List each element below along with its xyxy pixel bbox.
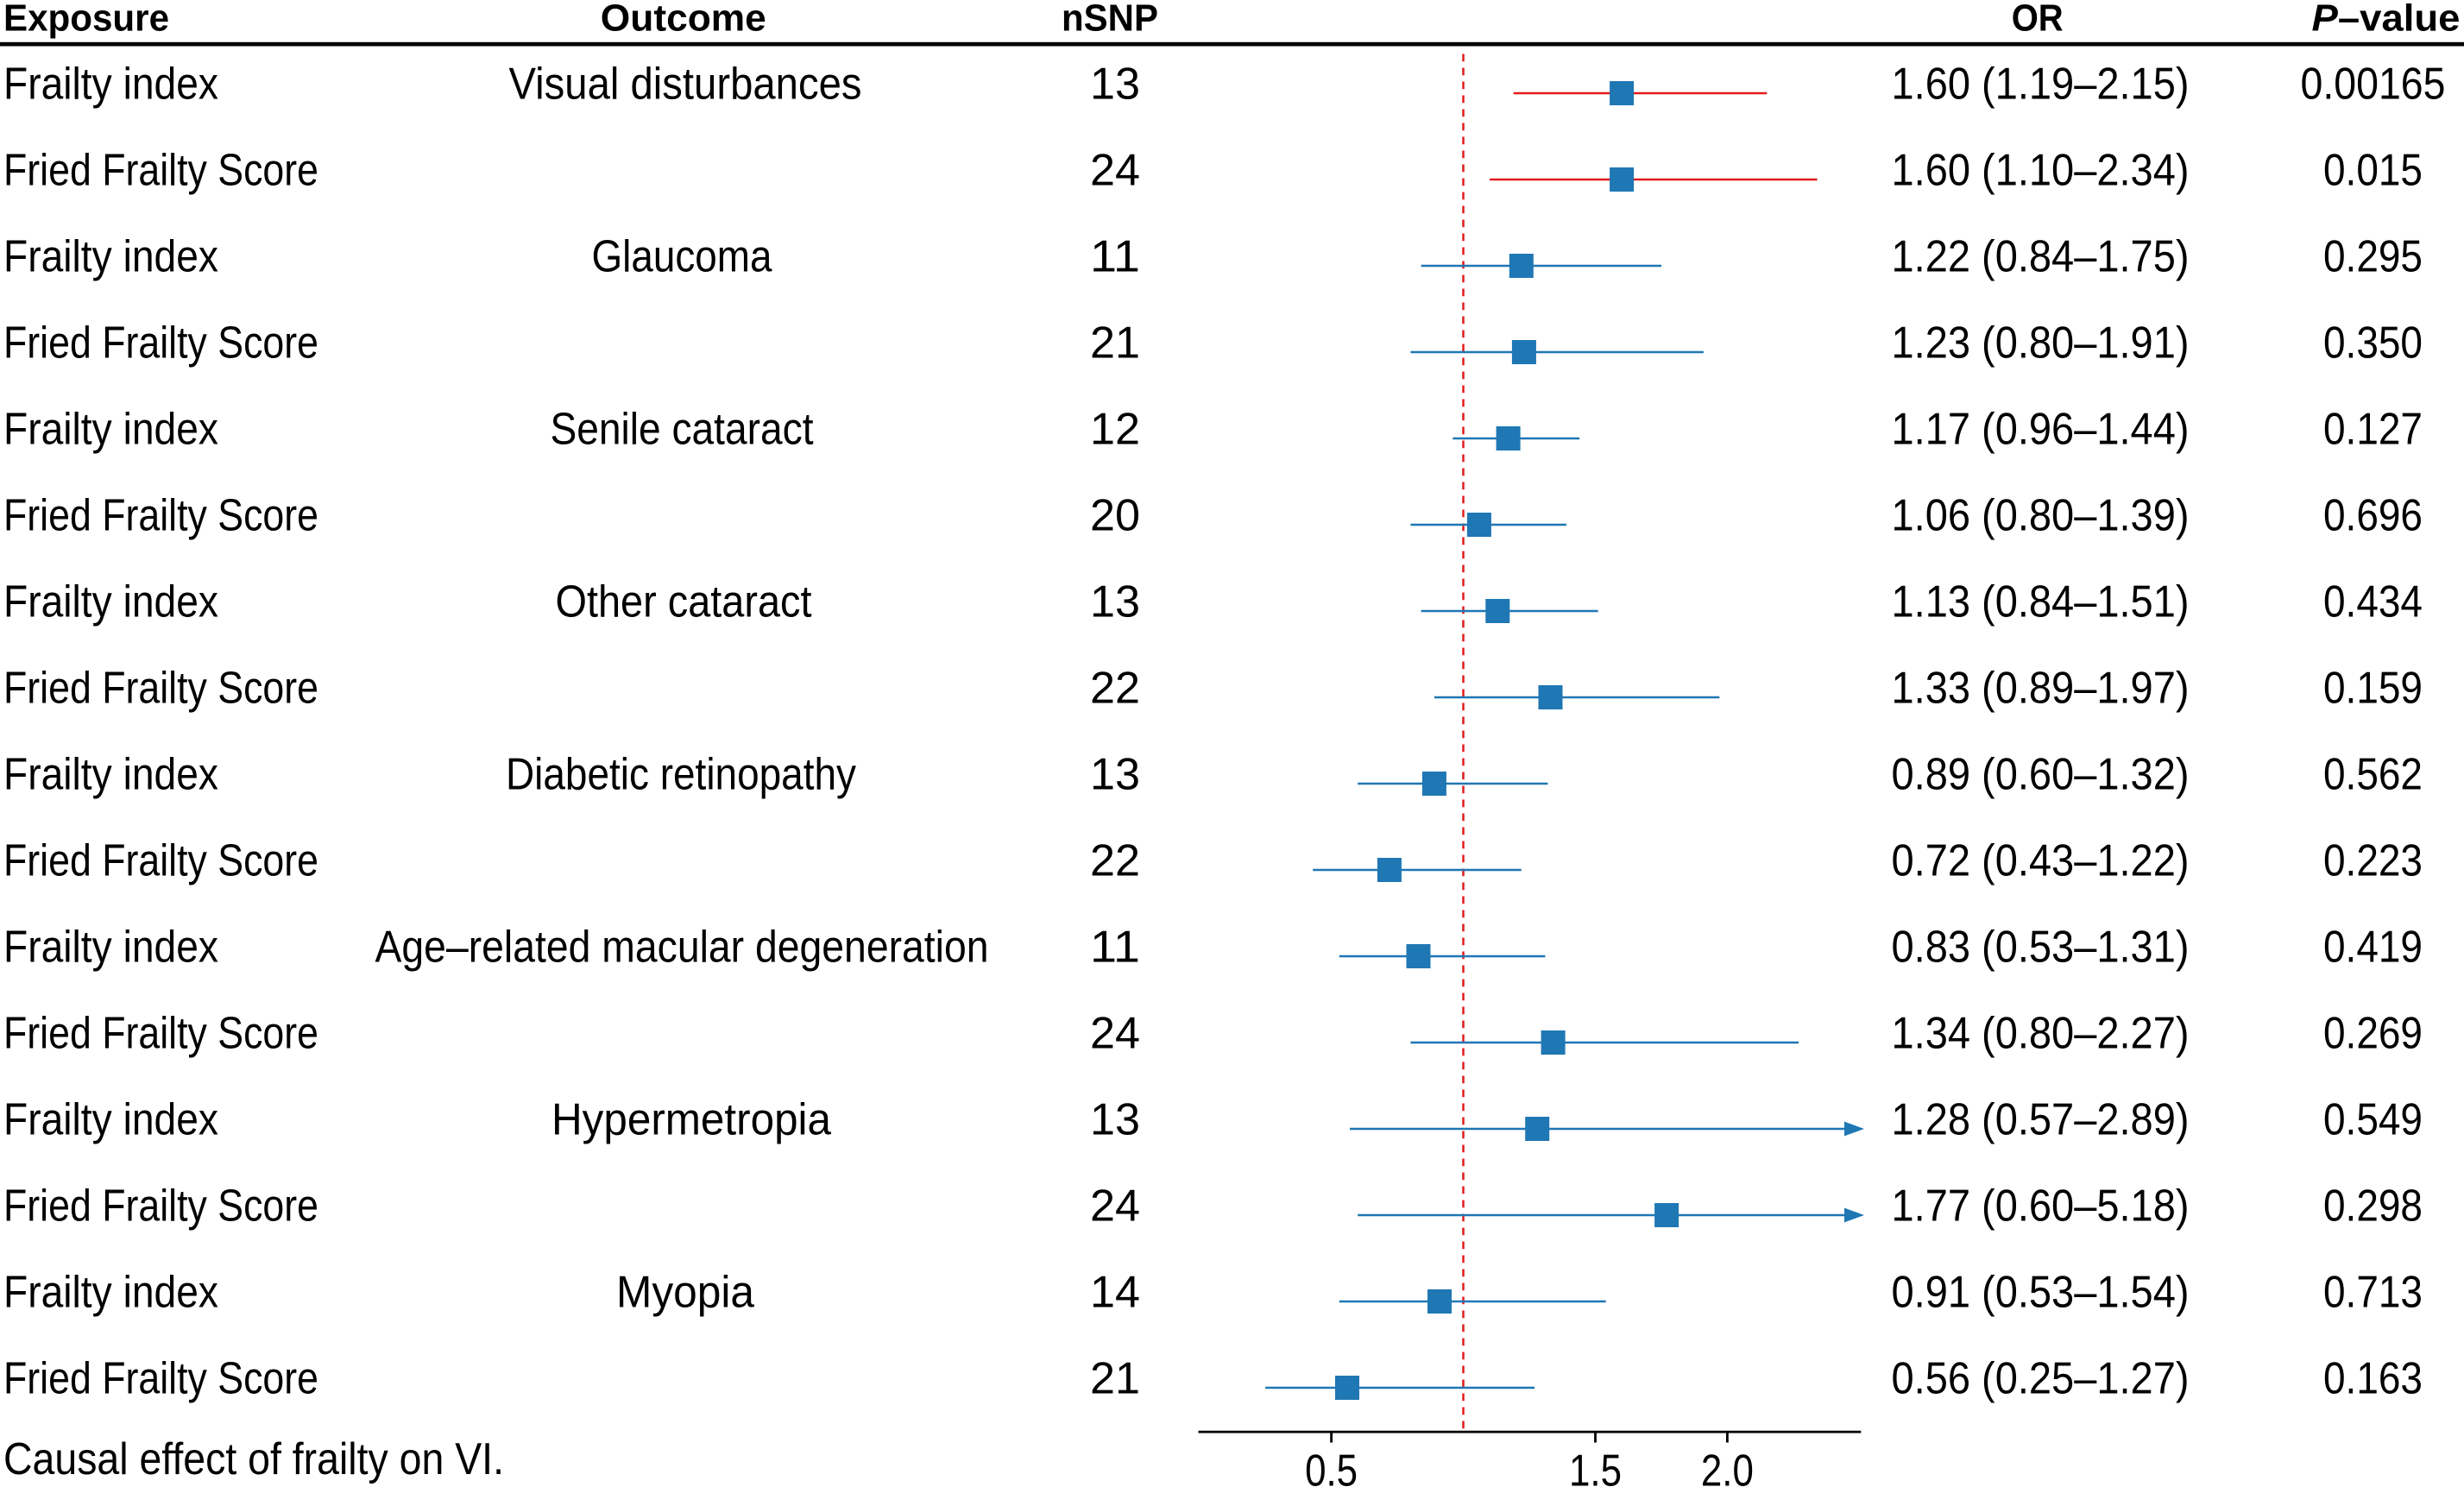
svg-text:Fried Frailty Score: Fried Frailty Score: [3, 318, 318, 369]
svg-text:11: 11: [1090, 232, 1140, 282]
svg-text:Outcome: Outcome: [601, 0, 766, 40]
svg-text:1.77 (0.60–5.18): 1.77 (0.60–5.18): [1892, 1181, 2190, 1232]
svg-text:22: 22: [1090, 836, 1140, 886]
svg-text:Frailty index: Frailty index: [3, 232, 218, 282]
svg-text:1.06 (0.80–1.39): 1.06 (0.80–1.39): [1892, 491, 2190, 541]
svg-text:0.549: 0.549: [2323, 1095, 2423, 1145]
svg-text:0.89 (0.60–1.32): 0.89 (0.60–1.32): [1892, 750, 2190, 800]
svg-text:14: 14: [1090, 1268, 1140, 1318]
svg-text:13: 13: [1090, 750, 1140, 800]
svg-text:12: 12: [1090, 405, 1140, 455]
svg-text:Frailty index: Frailty index: [3, 1268, 218, 1318]
svg-text:Fried Frailty Score: Fried Frailty Score: [3, 146, 318, 196]
svg-text:0.696: 0.696: [2323, 491, 2423, 541]
svg-text:0.015: 0.015: [2323, 146, 2423, 196]
svg-text:Fried Frailty Score: Fried Frailty Score: [3, 836, 318, 886]
svg-text:0.00165: 0.00165: [2301, 60, 2446, 110]
svg-text:0.713: 0.713: [2323, 1268, 2423, 1318]
svg-text:Frailty index: Frailty index: [3, 405, 218, 455]
svg-text:Fried Frailty Score: Fried Frailty Score: [3, 1009, 318, 1059]
svg-text:0.91 (0.53–1.54): 0.91 (0.53–1.54): [1892, 1268, 2190, 1318]
svg-text:11: 11: [1090, 923, 1140, 973]
svg-text:Other cataract: Other cataract: [556, 577, 812, 627]
svg-text:Myopia: Myopia: [616, 1268, 754, 1318]
svg-text:0.159: 0.159: [2323, 664, 2423, 714]
svg-text:1.60 (1.19–2.15): 1.60 (1.19–2.15): [1892, 60, 2190, 110]
svg-text:0.298: 0.298: [2323, 1181, 2423, 1232]
svg-text:1.17 (0.96–1.44): 1.17 (0.96–1.44): [1892, 405, 2190, 455]
svg-text:1.13 (0.84–1.51): 1.13 (0.84–1.51): [1892, 577, 2190, 627]
svg-text:13: 13: [1090, 60, 1140, 110]
svg-text:0.83 (0.53–1.31): 0.83 (0.53–1.31): [1892, 923, 2190, 973]
svg-text:Frailty index: Frailty index: [3, 923, 218, 973]
svg-text:Senile cataract: Senile cataract: [551, 405, 814, 455]
svg-text:24: 24: [1090, 146, 1140, 196]
svg-text:0.295: 0.295: [2323, 232, 2423, 282]
svg-text:1.60 (1.10–2.34): 1.60 (1.10–2.34): [1892, 146, 2190, 196]
svg-text:Fried Frailty Score: Fried Frailty Score: [3, 1354, 318, 1404]
svg-text:0.269: 0.269: [2323, 1009, 2423, 1059]
svg-text:0.223: 0.223: [2323, 836, 2423, 886]
svg-text:20: 20: [1090, 491, 1140, 541]
svg-text:Fried Frailty Score: Fried Frailty Score: [3, 491, 318, 541]
svg-text:21: 21: [1090, 1354, 1140, 1404]
svg-text:Fried Frailty Score: Fried Frailty Score: [3, 1181, 318, 1232]
svg-text:0.72 (0.43–1.22): 0.72 (0.43–1.22): [1892, 836, 2190, 886]
svg-text:1.33 (0.89–1.97): 1.33 (0.89–1.97): [1892, 664, 2190, 714]
svg-text:0.419: 0.419: [2323, 923, 2423, 973]
svg-text:Causal effect of frailty on VI: Causal effect of frailty on VI.: [3, 1434, 504, 1484]
svg-text:P–value: P–value: [2312, 0, 2461, 40]
svg-text:nSNP: nSNP: [1062, 0, 1158, 40]
svg-text:OR: OR: [2012, 0, 2064, 40]
svg-text:Frailty index: Frailty index: [3, 1095, 218, 1145]
svg-text:Frailty index: Frailty index: [3, 750, 218, 800]
svg-text:0.350: 0.350: [2323, 318, 2423, 369]
svg-text:Age–related macular degenerati: Age–related macular degeneration: [375, 923, 989, 973]
svg-text:21: 21: [1090, 318, 1140, 369]
svg-text:0.562: 0.562: [2323, 750, 2423, 800]
svg-text:Visual disturbances: Visual disturbances: [509, 60, 862, 110]
svg-text:0.127: 0.127: [2323, 405, 2423, 455]
svg-text:Diabetic retinopathy: Diabetic retinopathy: [506, 750, 856, 800]
svg-text:1.5: 1.5: [1569, 1446, 1622, 1487]
svg-text:2.0: 2.0: [1701, 1446, 1754, 1487]
svg-text:13: 13: [1090, 577, 1140, 627]
svg-text:0.163: 0.163: [2323, 1354, 2423, 1404]
svg-text:Exposure: Exposure: [3, 0, 169, 40]
svg-text:0.5: 0.5: [1305, 1446, 1358, 1487]
svg-text:24: 24: [1090, 1181, 1140, 1232]
svg-text:0.434: 0.434: [2323, 577, 2423, 627]
svg-text:Fried Frailty Score: Fried Frailty Score: [3, 664, 318, 714]
svg-text:Hypermetropia: Hypermetropia: [551, 1095, 831, 1145]
svg-text:Frailty index: Frailty index: [3, 60, 218, 110]
svg-text:0.56 (0.25–1.27): 0.56 (0.25–1.27): [1892, 1354, 2190, 1404]
svg-text:1.34 (0.80–2.27): 1.34 (0.80–2.27): [1892, 1009, 2190, 1059]
svg-text:Frailty index: Frailty index: [3, 577, 218, 627]
svg-text:1.28 (0.57–2.89): 1.28 (0.57–2.89): [1892, 1095, 2190, 1145]
svg-text:22: 22: [1090, 664, 1140, 714]
svg-text:13: 13: [1090, 1095, 1140, 1145]
svg-text:1.23 (0.80–1.91): 1.23 (0.80–1.91): [1892, 318, 2190, 369]
svg-text:1.22 (0.84–1.75): 1.22 (0.84–1.75): [1892, 232, 2190, 282]
svg-text:Glaucoma: Glaucoma: [592, 232, 772, 282]
svg-text:24: 24: [1090, 1009, 1140, 1059]
